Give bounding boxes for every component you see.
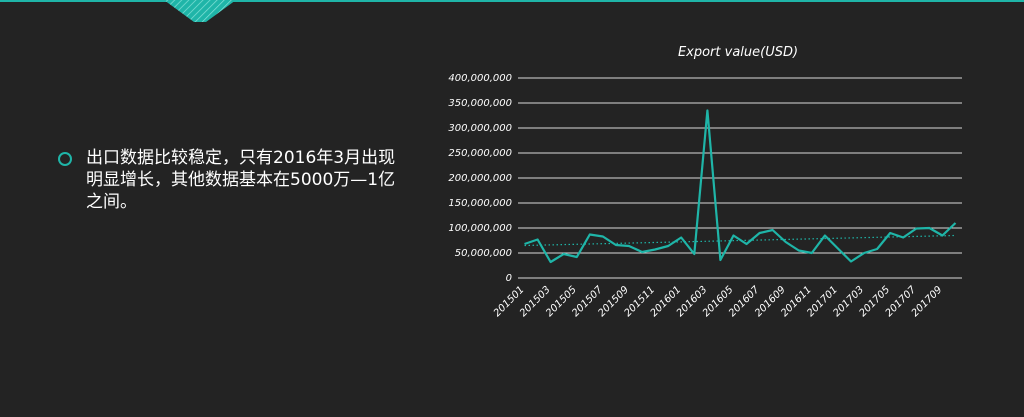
bullet-ring-icon	[58, 152, 72, 166]
bullet-text: 出口数据比较稳定，只有2016年3月出现明显增长，其他数据基本在5000万—1亿…	[86, 148, 396, 212]
y-tick-label: 250,000,000	[448, 148, 512, 159]
y-tick-label: 150,000,000	[448, 198, 512, 209]
top-accent-line	[0, 0, 1024, 2]
series-line	[524, 109, 957, 264]
y-tick-label: 50,000,000	[455, 248, 512, 259]
y-tick-label: 350,000,000	[448, 98, 512, 109]
y-tick-label: 400,000,000	[448, 73, 512, 84]
top-tab-decoration	[164, 0, 236, 22]
y-tick-label: 100,000,000	[448, 223, 512, 234]
y-tick-label: 0	[506, 273, 512, 284]
chart-title: Export value(USD)	[678, 45, 798, 60]
x-axis-ticks: 2015012015032015052015072015092015112016…	[492, 284, 945, 319]
y-axis-ticks: 0 50,000,000 100,000,000 150,000,000 200,000…	[448, 73, 512, 284]
grid-lines	[518, 77, 962, 279]
y-tick-label: 300,000,000	[448, 123, 512, 134]
export-value-chart: Export value(USD) 0 50,000,000 100,000,000…	[448, 45, 962, 319]
y-tick-label: 200,000,000	[448, 173, 512, 184]
